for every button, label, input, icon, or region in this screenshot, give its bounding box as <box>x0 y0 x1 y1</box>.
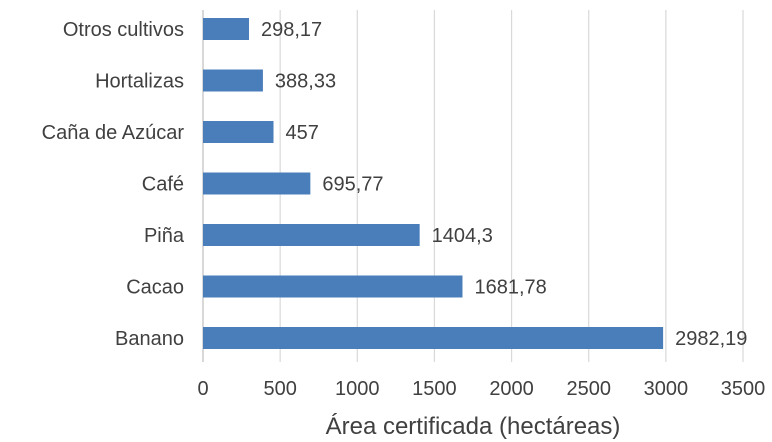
category-label: Hortalizas <box>95 71 184 93</box>
data-labels: 2982,19 1681,78 1404,3 695,77 457 388,33 298,1… <box>261 19 747 350</box>
category-label: Banano <box>115 328 184 350</box>
data-label: 298,17 <box>261 19 322 41</box>
bar <box>203 224 420 246</box>
x-tick-label: 1500 <box>412 378 457 400</box>
category-label: Café <box>142 174 184 196</box>
x-tick-label: 500 <box>263 378 296 400</box>
x-tick-label: 2000 <box>489 378 534 400</box>
x-tick-label: 0 <box>197 378 208 400</box>
data-label: 2982,19 <box>675 328 747 350</box>
bar <box>203 69 263 92</box>
x-tick-label: 1000 <box>335 378 380 400</box>
bar <box>203 275 463 298</box>
data-label: 1681,78 <box>474 277 546 299</box>
data-label: 457 <box>286 122 319 144</box>
category-label: Piña <box>144 225 185 247</box>
data-label: 695,77 <box>322 174 383 196</box>
data-label: 388,33 <box>275 71 336 93</box>
x-tick-label: 2500 <box>566 378 611 400</box>
x-axis-title: Área certificada (hectáreas) <box>326 413 621 440</box>
x-tick-label: 3500 <box>721 378 766 400</box>
category-label: Otros cultivos <box>63 19 184 41</box>
x-tick-label: 3000 <box>644 378 689 400</box>
category-label: Caña de Azúcar <box>42 122 185 144</box>
bar <box>203 18 250 40</box>
bar <box>203 327 664 349</box>
category-label: Cacao <box>126 277 184 299</box>
data-label: 1404,3 <box>432 225 493 247</box>
bar <box>203 121 274 143</box>
category-labels: Banano Cacao Piña Café Caña de Azúcar Hortali… <box>42 19 185 350</box>
bar <box>203 172 311 195</box>
bars <box>203 18 664 349</box>
gridlines <box>202 10 744 362</box>
x-tick-labels: 0 500 1000 1500 2000 2500 3000 3500 <box>197 378 765 400</box>
